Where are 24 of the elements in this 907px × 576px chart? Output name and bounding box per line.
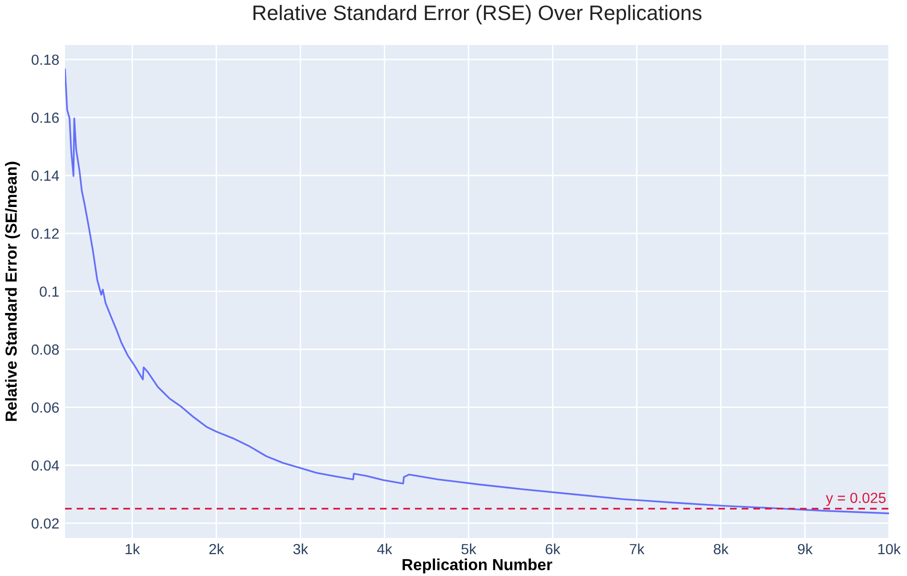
y-tick-label: 0.02 [32, 518, 59, 529]
x-tick-label: 5k [461, 544, 476, 554]
x-tick-label: 6k [546, 544, 560, 554]
x-tick-label: 4k [377, 544, 392, 554]
x-tick-label: 9k [798, 544, 813, 554]
x-axis-title: Replication Number [402, 558, 552, 574]
ref-line-label: y = 0.025 [826, 492, 886, 506]
x-tick-label: 7k [630, 544, 644, 554]
y-tick-label: 0.18 [32, 54, 59, 65]
chart-title: Relative Standard Error (RSE) Over Replications [254, 4, 702, 24]
y-axis-title: Relative Standard Error (SE/mean) [5, 162, 20, 421]
y-tick-label: 0.1 [40, 286, 59, 297]
x-tick-label: 2k [209, 544, 224, 554]
line-series [65, 68, 889, 514]
y-tick-label: 0.06 [32, 402, 59, 413]
x-tick-label: 3k [293, 544, 308, 554]
x-tick-label: 1k [126, 544, 140, 554]
y-tick-label: 0.04 [32, 460, 60, 471]
y-tick-label: 0.08 [32, 344, 59, 355]
x-tick-label: 10k [878, 544, 901, 554]
x-tick-label: 8k [714, 544, 729, 554]
y-tick-label: 0.16 [32, 112, 59, 123]
y-tick-label: 0.14 [32, 170, 60, 181]
y-tick-label: 0.12 [32, 228, 59, 239]
